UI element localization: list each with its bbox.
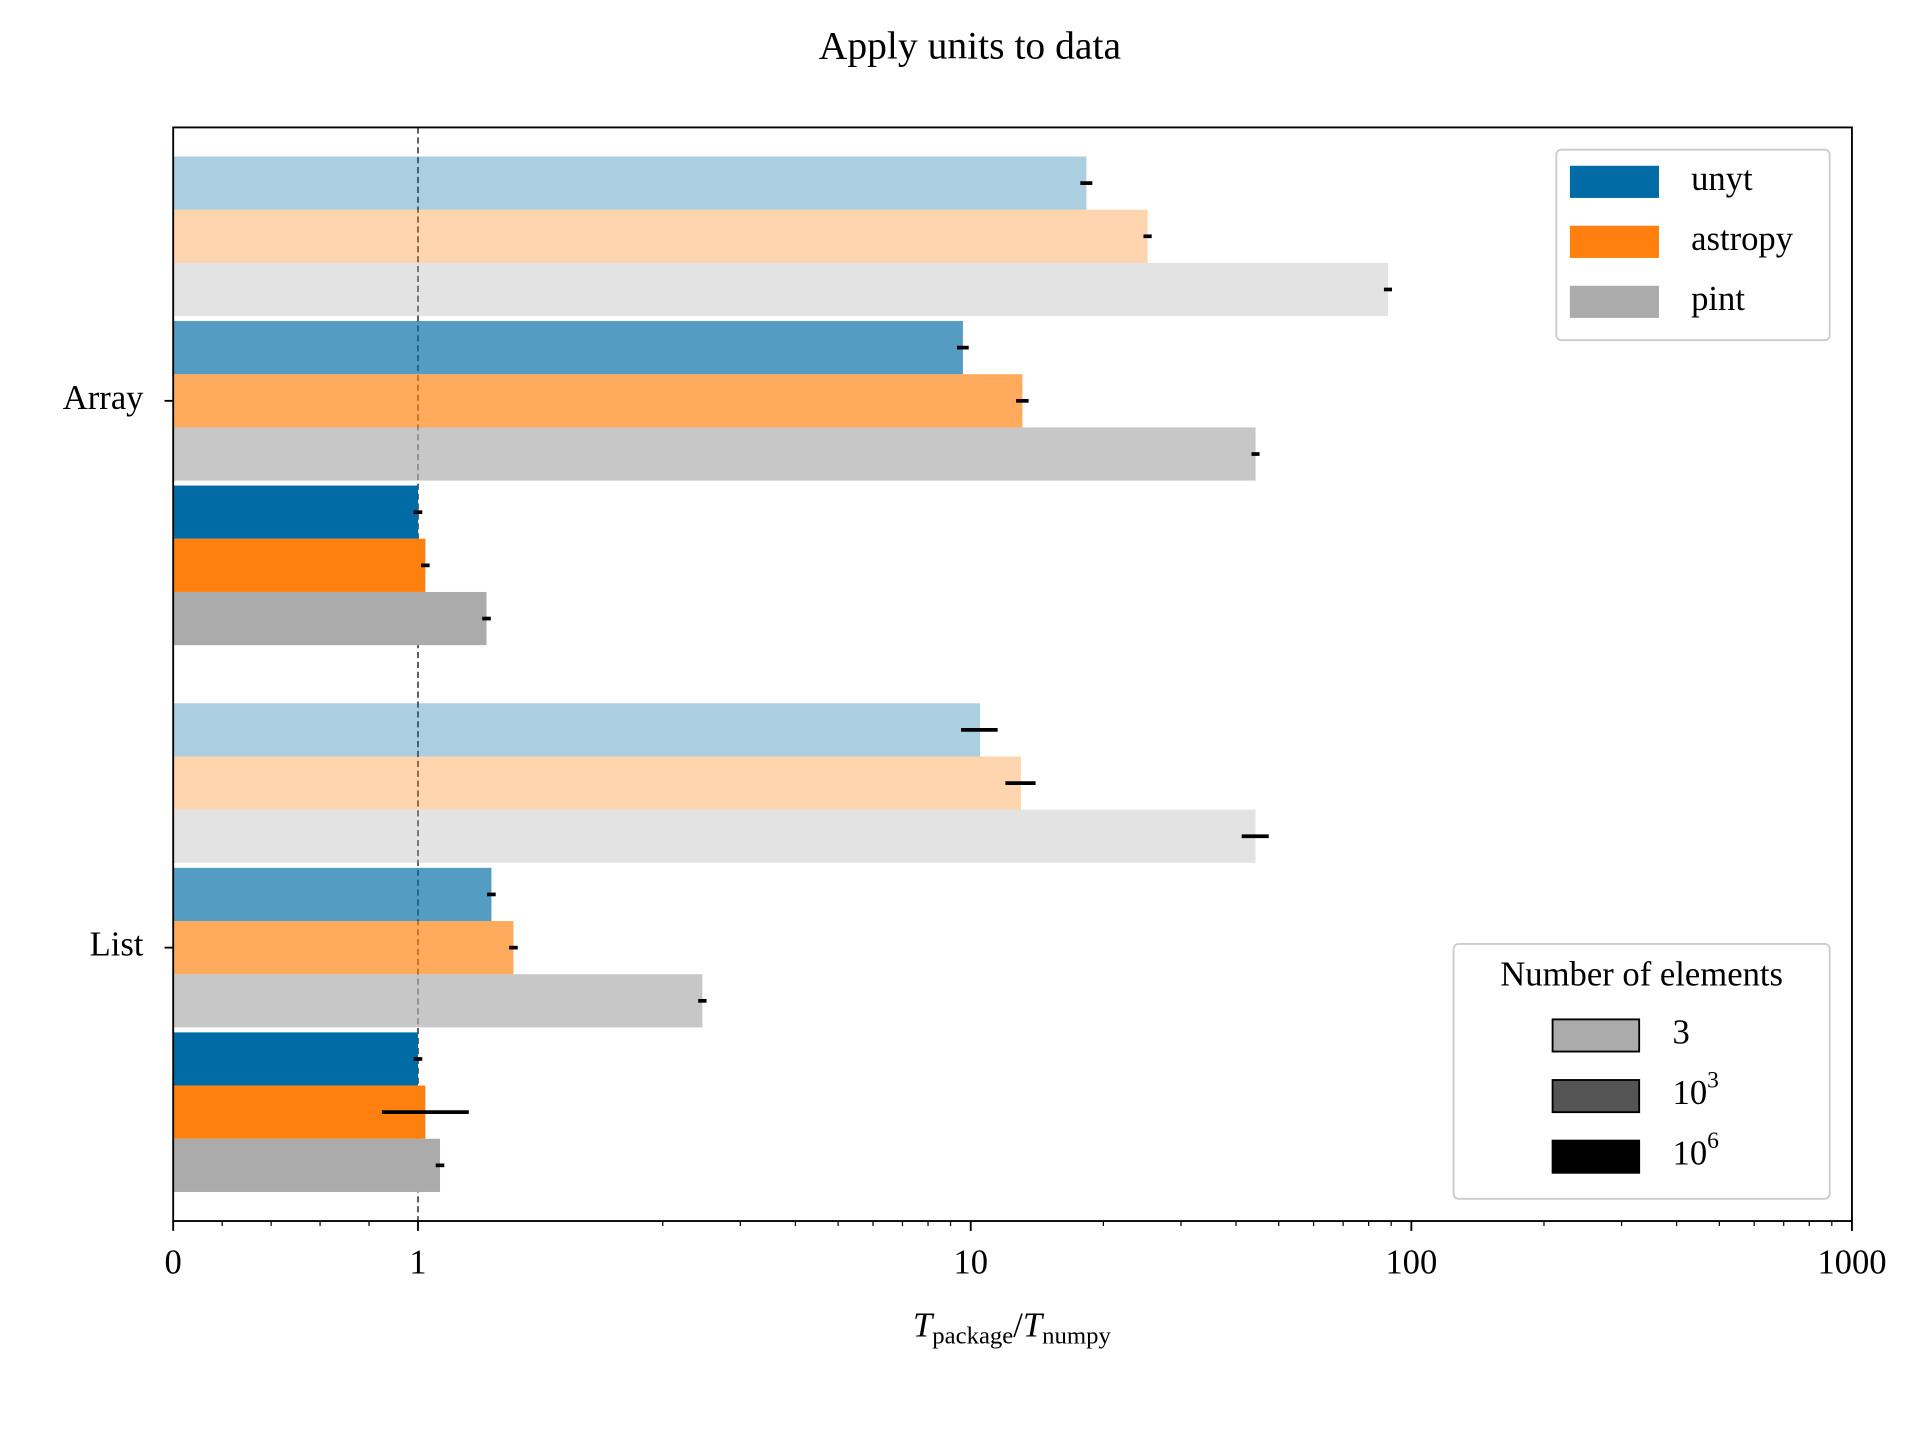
x-tick-label: 10 [953, 1244, 988, 1282]
legend-swatch [1569, 285, 1659, 318]
x-tick-label: 1 [409, 1244, 426, 1282]
bar [173, 921, 514, 975]
bar [173, 538, 426, 592]
bar [173, 974, 703, 1028]
y-tick-label: List [90, 926, 144, 964]
bar [173, 867, 492, 922]
x-label-part: T [1023, 1307, 1045, 1345]
x-label-subscript: numpy [1042, 1322, 1111, 1349]
legend-swatch [1569, 165, 1659, 198]
legend-swatch [1569, 225, 1659, 258]
size-legend-label: 103 [1673, 1068, 1719, 1112]
size-legend-label-sup: 6 [1707, 1128, 1719, 1154]
x-label-part: / [1013, 1307, 1023, 1345]
legend-label: pint [1691, 280, 1745, 318]
x-label-part: T [913, 1307, 935, 1345]
bar [173, 156, 1087, 210]
bar [173, 374, 1023, 428]
size-legend-label-base: 10 [1673, 1135, 1708, 1173]
size-legend-box [1452, 942, 1831, 1200]
size-legend-swatch [1551, 1018, 1641, 1053]
x-axis-label: Tpackage​/Tnumpy​ [913, 1307, 1112, 1349]
bar [173, 321, 963, 375]
x-tick-label: 100 [1385, 1244, 1437, 1282]
size-legend-label-base: 3 [1673, 1013, 1690, 1051]
bar [173, 703, 981, 757]
x-tick-label: 0 [165, 1244, 182, 1282]
legend-label: unyt [1691, 160, 1753, 198]
bar [173, 262, 1388, 317]
size-legend-label-sup: 3 [1707, 1068, 1719, 1094]
bar [173, 591, 487, 646]
axes-frame [172, 126, 1853, 1222]
x-tick-label: 1000 [1817, 1244, 1886, 1282]
bar [173, 427, 1256, 481]
bar [173, 485, 418, 539]
legend-label: astropy [1691, 220, 1794, 258]
bar [173, 756, 1021, 810]
size-legend-swatch [1551, 1139, 1641, 1174]
bar [173, 809, 1256, 863]
y-tick-label: Array [63, 379, 144, 417]
size-legend-label-base: 10 [1673, 1074, 1708, 1112]
size-legend-swatch [1551, 1079, 1641, 1114]
chart-title: Apply units to data [819, 24, 1122, 68]
size-legend-label: 106 [1673, 1128, 1720, 1172]
bar [173, 1138, 441, 1192]
size-legend-title: Number of elements [1500, 955, 1783, 993]
bar [173, 209, 1148, 263]
x-label-subscript: package [932, 1322, 1013, 1349]
bar [173, 1032, 418, 1086]
size-legend-label: 3 [1673, 1013, 1690, 1051]
